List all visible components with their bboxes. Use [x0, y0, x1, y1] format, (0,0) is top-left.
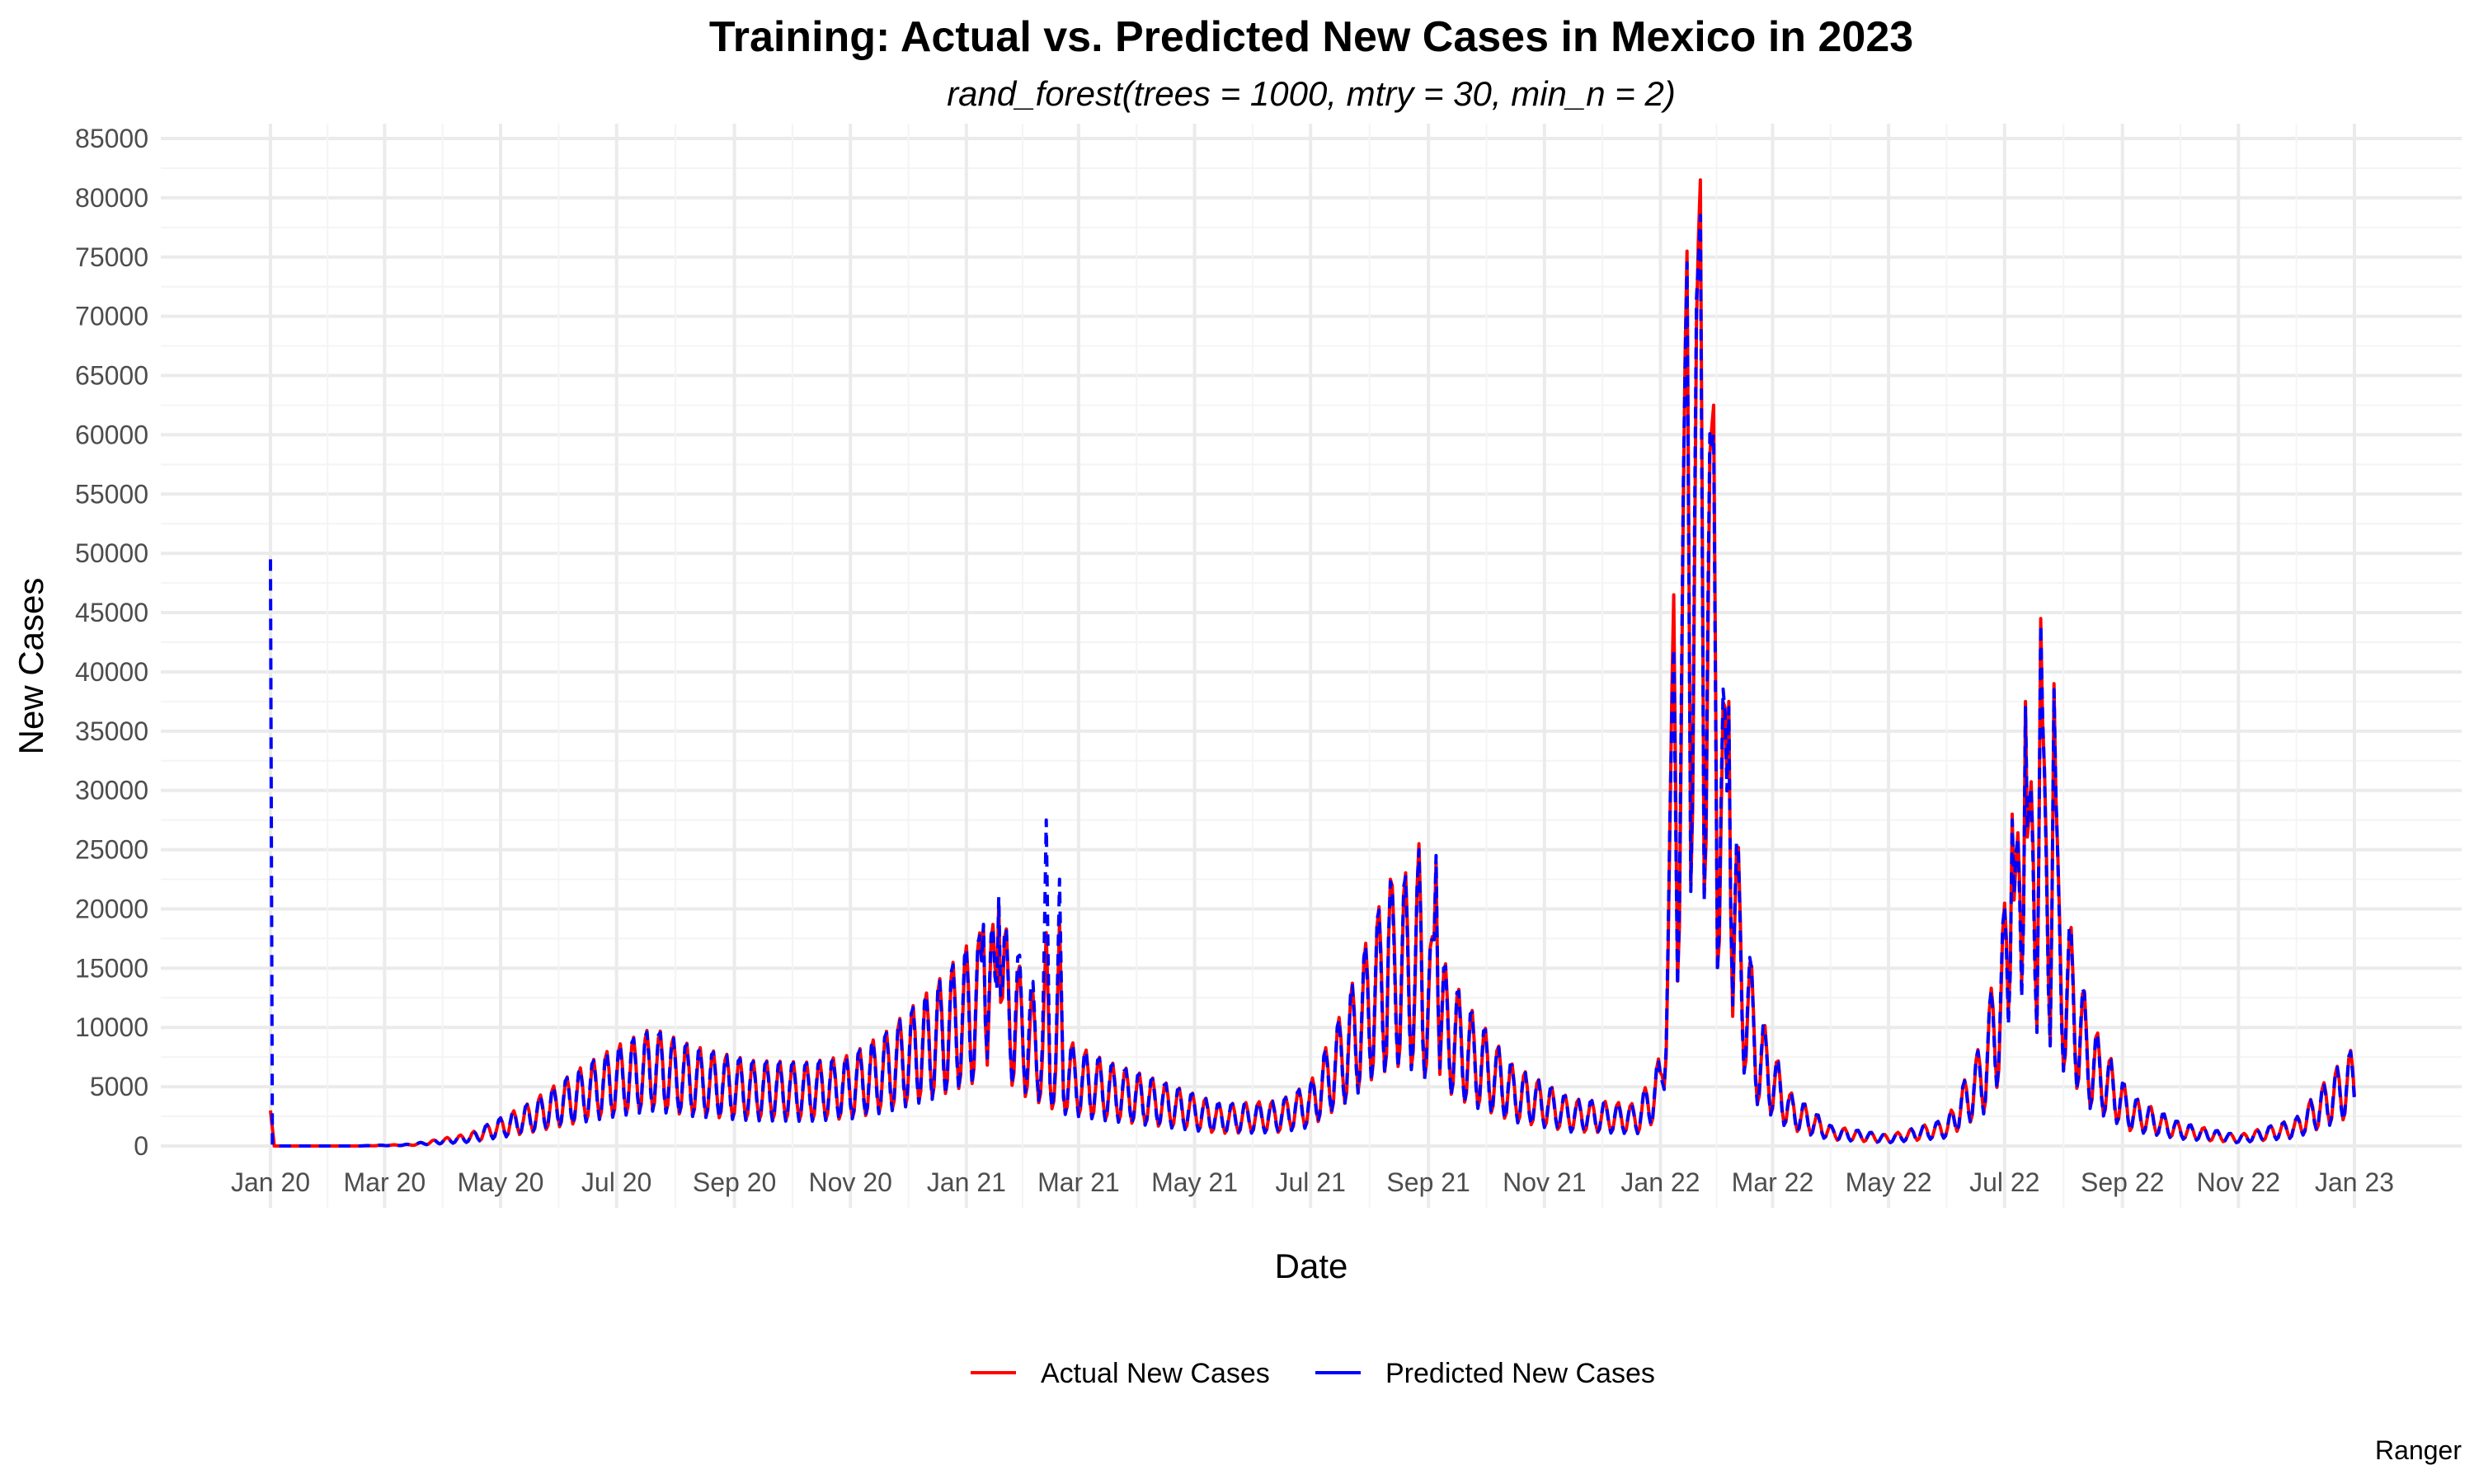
y-axis-label: New Cases: [12, 578, 50, 755]
x-tick-label: Jan 22: [1620, 1167, 1700, 1197]
y-tick-label: 5000: [90, 1072, 148, 1101]
y-tick-label: 60000: [75, 420, 148, 449]
legend: Actual New Cases Predicted New Cases: [971, 1358, 1655, 1389]
plot-grid: [161, 124, 2462, 1208]
x-axis-ticks: Jan 20 Mar 20 May 20 Jul 20 Sep 20 Nov 20 Jan …: [231, 1167, 2394, 1197]
chart-title: Training: Actual vs. Predicted New Cases…: [709, 13, 1913, 61]
legend-label-actual: Actual New Cases: [1041, 1358, 1270, 1389]
x-tick-label: Nov 21: [1503, 1167, 1586, 1197]
x-tick-label: Jul 22: [1969, 1167, 2039, 1197]
y-tick-label: 35000: [75, 716, 148, 746]
x-tick-label: Sep 22: [2081, 1167, 2164, 1197]
y-tick-label: 25000: [75, 835, 148, 865]
x-tick-label: Jan 21: [927, 1167, 1006, 1197]
chart-subtitle: rand_forest(trees = 1000, mtry = 30, min…: [947, 74, 1676, 113]
y-tick-label: 75000: [75, 242, 148, 272]
y-tick-label: 0: [134, 1131, 148, 1161]
x-tick-label: Mar 22: [1732, 1167, 1814, 1197]
y-tick-label: 10000: [75, 1012, 148, 1042]
x-tick-label: Nov 22: [2197, 1167, 2280, 1197]
x-tick-label: May 20: [458, 1167, 544, 1197]
chart-caption: Ranger: [2375, 1435, 2462, 1465]
x-tick-label: May 22: [1846, 1167, 1932, 1197]
y-tick-label: 50000: [75, 538, 148, 568]
x-tick-label: Jan 23: [2315, 1167, 2394, 1197]
y-tick-label: 65000: [75, 361, 148, 391]
x-tick-label: May 21: [1151, 1167, 1238, 1197]
y-tick-label: 85000: [75, 124, 148, 153]
x-axis-label: Date: [1275, 1247, 1348, 1285]
y-tick-label: 20000: [75, 894, 148, 923]
y-tick-label: 70000: [75, 302, 148, 331]
y-tick-label: 30000: [75, 776, 148, 805]
x-tick-label: Jul 21: [1275, 1167, 1345, 1197]
y-tick-label: 80000: [75, 183, 148, 213]
x-tick-label: Jan 20: [231, 1167, 310, 1197]
x-tick-label: Sep 20: [693, 1167, 776, 1197]
x-tick-label: Mar 20: [344, 1167, 426, 1197]
x-tick-label: Sep 21: [1386, 1167, 1470, 1197]
y-tick-label: 15000: [75, 953, 148, 983]
x-tick-label: Jul 20: [581, 1167, 651, 1197]
legend-label-predicted: Predicted New Cases: [1385, 1358, 1655, 1389]
x-tick-label: Mar 21: [1037, 1167, 1120, 1197]
y-tick-label: 40000: [75, 657, 148, 687]
series-line-actual-new-cases: [269, 178, 2356, 1148]
y-tick-label: 45000: [75, 598, 148, 627]
y-axis-ticks: 0 5000 10000 15000 20000 25000 30000 35000 40000…: [75, 124, 148, 1161]
series-layer: [269, 178, 2356, 1148]
y-tick-label: 55000: [75, 479, 148, 509]
series-line-predicted-new-cases: [269, 214, 2356, 1148]
x-tick-label: Nov 20: [809, 1167, 892, 1197]
